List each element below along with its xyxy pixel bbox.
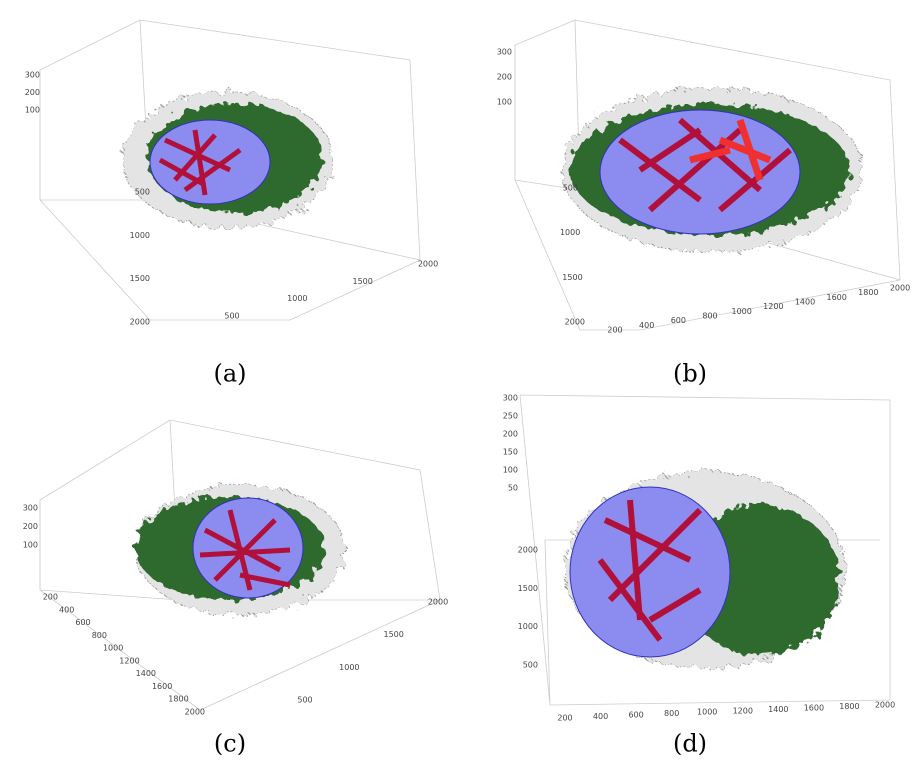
tick-label: 200 bbox=[23, 522, 38, 531]
tick-label: 1000 bbox=[287, 294, 307, 303]
tick-label: 500 bbox=[297, 696, 312, 705]
tick-label: 200 bbox=[497, 73, 512, 82]
tick-label: 2000 bbox=[185, 708, 205, 717]
tick-label: 1400 bbox=[768, 705, 788, 714]
tick-label: 300 bbox=[497, 48, 512, 57]
tick-label: 100 bbox=[25, 106, 40, 115]
caption: (d) bbox=[673, 730, 707, 758]
tick-label: 1800 bbox=[839, 702, 859, 711]
tick-label: 1500 bbox=[130, 274, 150, 283]
tick-label: 300 bbox=[25, 71, 40, 80]
tick-label: 800 bbox=[702, 312, 717, 321]
tick-label: 2000 bbox=[518, 546, 538, 555]
render-b bbox=[514, 19, 901, 331]
tick-label: 50 bbox=[508, 484, 518, 493]
tick-label: 400 bbox=[639, 321, 654, 330]
caption: (a) bbox=[213, 360, 246, 388]
tick-label: 2000 bbox=[565, 318, 585, 327]
tick-label: 2000 bbox=[418, 260, 438, 269]
tick-label: 800 bbox=[664, 709, 679, 718]
render-d bbox=[519, 394, 891, 706]
tick-label: 1500 bbox=[383, 630, 403, 639]
tick-label: 600 bbox=[671, 316, 686, 325]
tick-label: 1800 bbox=[168, 695, 188, 704]
tick-label: 200 bbox=[557, 714, 572, 723]
tick-label: 1500 bbox=[518, 584, 538, 593]
caption: (c) bbox=[214, 730, 246, 758]
tick-label: 500 bbox=[135, 188, 150, 197]
tick-label: 300 bbox=[503, 394, 518, 403]
tick-label: 600 bbox=[75, 618, 90, 627]
tick-label: 150 bbox=[503, 448, 518, 457]
tick-label: 1200 bbox=[119, 656, 139, 665]
tick-label: 2000 bbox=[130, 318, 150, 327]
tick-label: 800 bbox=[92, 631, 107, 640]
tick-label: 2000 bbox=[875, 701, 895, 710]
tick-label: 1000 bbox=[731, 307, 751, 316]
tick-label: 400 bbox=[59, 605, 74, 614]
tick-label: 1600 bbox=[152, 682, 172, 691]
tick-label: 1000 bbox=[130, 231, 150, 240]
tick-label: 2000 bbox=[890, 284, 910, 293]
tick-label: 1500 bbox=[352, 277, 372, 286]
tick-label: 1200 bbox=[733, 706, 753, 715]
tick-label: 500 bbox=[523, 661, 538, 670]
tick-label: 100 bbox=[503, 466, 518, 475]
tick-label: 200 bbox=[607, 326, 622, 335]
labels: (a) 300 200 100 500 1000 1500 2000 500 1000 1500 20… bbox=[23, 48, 910, 758]
tick-label: 300 bbox=[23, 504, 38, 513]
tick-label: 200 bbox=[43, 593, 58, 602]
tick-label: 1000 bbox=[339, 663, 359, 672]
tick-label: 1000 bbox=[560, 228, 580, 237]
tick-label: 2000 bbox=[428, 598, 448, 607]
tick-label: 1400 bbox=[136, 669, 156, 678]
caption: (b) bbox=[673, 360, 707, 388]
tick-label: 1000 bbox=[518, 622, 538, 631]
tick-label: 1600 bbox=[804, 703, 824, 712]
tick-label: 1000 bbox=[697, 708, 717, 717]
tick-label: 400 bbox=[593, 712, 608, 721]
tick-label: 500 bbox=[563, 184, 578, 193]
tick-label: 250 bbox=[503, 412, 518, 421]
tick-label: 1800 bbox=[858, 288, 878, 297]
tick-label: 200 bbox=[503, 430, 518, 439]
tick-label: 100 bbox=[497, 98, 512, 107]
tick-label: 1000 bbox=[103, 644, 123, 653]
tick-label: 1200 bbox=[763, 302, 783, 311]
tick-label: 1500 bbox=[562, 273, 582, 282]
render-a bbox=[39, 19, 421, 321]
tick-label: 600 bbox=[628, 711, 643, 720]
tick-label: 200 bbox=[25, 88, 40, 97]
tick-label: 1600 bbox=[826, 293, 846, 302]
tick-label: 1400 bbox=[795, 298, 815, 307]
tick-label: 100 bbox=[23, 541, 38, 550]
render-c bbox=[39, 419, 441, 711]
tick-label: 500 bbox=[224, 312, 239, 321]
